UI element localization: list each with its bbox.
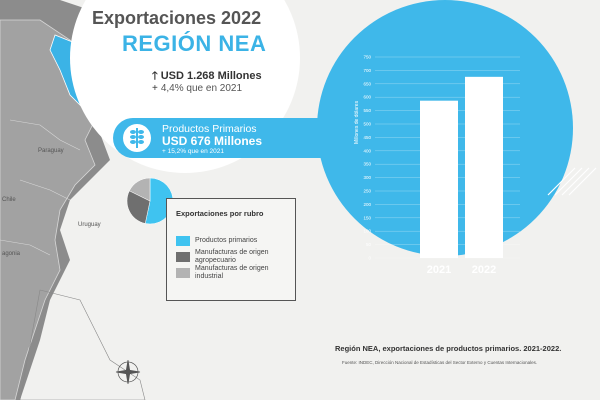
y-tick-label: 500 xyxy=(363,122,371,127)
y-tick-label: 700 xyxy=(363,68,371,73)
map-label-chile: Chile xyxy=(2,197,16,203)
y-tick-label: 0 xyxy=(368,256,371,261)
legend-label: Manufacturas de origen agropecuario xyxy=(195,249,269,264)
wheat-icon xyxy=(130,128,144,148)
y-tick-label: 600 xyxy=(363,95,371,100)
bar-2022 xyxy=(465,76,503,258)
bar-2021 xyxy=(420,100,458,259)
primary-products-label: Productos Primarios xyxy=(162,123,257,135)
legend-title: Exportaciones por rubro xyxy=(176,209,264,218)
chart-caption: Región NEA, exportaciones de productos p… xyxy=(335,344,562,353)
y-tick-label: 250 xyxy=(363,189,371,194)
map-borders xyxy=(0,119,81,256)
primary-products-change: + 15,2% que en 2021 xyxy=(162,148,224,155)
total-change-value: 4,4% que en 2021 xyxy=(160,83,243,94)
chart-source: Fuente: INDEC, Dirección Nacional de Est… xyxy=(342,360,538,365)
primary-products-value: USD 676 Millones xyxy=(162,134,263,148)
y-tick-label: 200 xyxy=(363,202,371,207)
total-exports-value: USD 1.268 Millones xyxy=(160,70,262,82)
plus-icon: + xyxy=(152,83,158,94)
y-tick-label: 300 xyxy=(363,175,371,180)
pie-slice xyxy=(126,190,151,224)
total-exports: 🡑 USD 1.268 Millones xyxy=(152,67,262,86)
y-tick-label: 550 xyxy=(363,108,371,113)
page-title: Exportaciones 2022 xyxy=(92,8,262,28)
map-patagonia-outline xyxy=(19,289,146,400)
chart-y-axis-label: Millones de dólares xyxy=(354,100,360,144)
y-tick-label: 750 xyxy=(363,55,371,60)
hatch-decoration xyxy=(547,167,597,196)
legend-label: Manufacturas de origen industrial xyxy=(195,265,269,280)
y-tick-label: 50 xyxy=(366,242,372,247)
legend-swatch xyxy=(176,236,190,246)
map-label-paraguay: Paraguay xyxy=(38,148,64,154)
compass-icon xyxy=(115,359,141,385)
plus-icon: + xyxy=(162,148,168,155)
legend-swatch xyxy=(176,268,190,278)
arrow-up-icon: 🡑 xyxy=(152,70,158,82)
map-label-patagonia: agonia xyxy=(2,251,21,257)
pie-slice xyxy=(129,177,151,202)
legend-swatch xyxy=(176,252,190,262)
y-tick-label: 150 xyxy=(363,215,371,220)
map-label-uruguay: Uruguay xyxy=(78,222,101,228)
y-tick-label: 650 xyxy=(363,81,371,86)
y-tick-label: 350 xyxy=(363,162,371,167)
y-tick-label: 400 xyxy=(363,148,371,153)
region-title: REGIÓN NEA xyxy=(122,31,267,56)
bar-chart: 0 50 100 150 200 250 300 350 400 450 500 550 600 650 7… xyxy=(363,55,520,276)
legend-box xyxy=(166,198,296,301)
legend-label: Productos primarios xyxy=(195,237,258,244)
primary-products-change-value: 15,2% que en 2021 xyxy=(167,148,224,155)
primary-products-pill xyxy=(113,118,360,158)
y-tick-label: 100 xyxy=(363,229,371,234)
x-tick-label: 2021 xyxy=(427,264,451,276)
y-tick-label: 450 xyxy=(363,135,371,140)
total-change: +4,4% que en 2021 xyxy=(152,83,242,94)
x-tick-label: 2022 xyxy=(472,264,496,276)
